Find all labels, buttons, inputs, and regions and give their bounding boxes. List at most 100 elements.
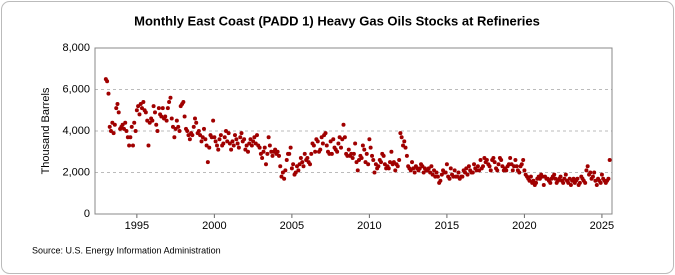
data-point — [260, 155, 265, 160]
data-point — [182, 114, 187, 119]
data-point — [495, 168, 500, 173]
data-point — [346, 147, 351, 152]
data-point — [160, 106, 165, 111]
data-point — [127, 143, 132, 148]
data-point — [366, 162, 371, 167]
data-point — [211, 118, 216, 123]
data-point — [324, 143, 329, 148]
data-point — [305, 155, 310, 160]
data-point — [296, 168, 301, 173]
data-point — [592, 170, 597, 175]
data-point — [231, 143, 236, 148]
data-point — [154, 122, 159, 127]
data-point — [270, 153, 275, 158]
data-point — [389, 149, 394, 154]
data-point — [115, 102, 120, 107]
data-point — [262, 145, 267, 150]
data-point — [123, 120, 128, 125]
data-point — [130, 143, 135, 148]
data-point — [443, 170, 448, 175]
data-point — [172, 135, 177, 140]
data-point — [263, 162, 268, 167]
data-point — [478, 158, 483, 163]
x-tick-label: 2025 — [590, 220, 614, 232]
data-point — [151, 104, 156, 109]
data-point — [222, 135, 227, 140]
data-point — [552, 172, 557, 177]
data-point — [287, 151, 292, 156]
data-point — [341, 122, 346, 127]
data-point — [429, 164, 434, 169]
data-point — [124, 129, 129, 133]
data-point — [112, 122, 117, 127]
data-point — [221, 141, 226, 146]
data-point — [318, 147, 323, 152]
data-point — [111, 131, 116, 136]
data-point — [598, 180, 603, 185]
data-point — [466, 164, 471, 169]
data-point — [583, 180, 588, 185]
data-point — [254, 133, 259, 138]
data-point — [187, 137, 192, 142]
data-point — [339, 145, 344, 150]
data-point — [238, 135, 243, 140]
data-point — [484, 158, 489, 163]
data-point — [232, 133, 237, 138]
data-point — [196, 129, 201, 133]
chart-title: Monthly East Coast (PADD 1) Heavy Gas Oi… — [134, 13, 540, 28]
data-point — [331, 137, 336, 142]
data-point — [368, 145, 373, 150]
data-point — [235, 141, 240, 146]
data-point — [594, 182, 599, 187]
data-point — [403, 145, 408, 150]
data-point — [481, 164, 486, 169]
x-tick-label: 2005 — [280, 220, 304, 232]
data-point — [167, 99, 172, 104]
y-tick-label: 2,000 — [62, 166, 90, 178]
data-point — [313, 149, 318, 154]
data-point — [329, 151, 334, 156]
data-point — [360, 143, 365, 148]
x-tick-label: 2010 — [357, 220, 381, 232]
data-point — [229, 147, 234, 152]
data-point — [105, 79, 110, 84]
data-point — [410, 160, 415, 165]
data-point — [165, 106, 170, 111]
data-point — [177, 129, 182, 133]
data-point — [521, 158, 526, 163]
data-point — [522, 168, 527, 173]
data-point — [492, 160, 497, 165]
data-point — [585, 164, 590, 169]
data-point — [282, 176, 287, 181]
data-point — [395, 164, 400, 169]
data-point — [487, 164, 492, 169]
data-point — [568, 182, 573, 187]
data-point — [230, 139, 235, 144]
data-point — [435, 174, 440, 179]
data-point — [309, 151, 314, 156]
x-tick-label: 2020 — [512, 220, 536, 232]
data-point — [129, 124, 134, 129]
data-point — [300, 160, 305, 165]
data-point — [234, 137, 239, 142]
y-tick-label: 4,000 — [62, 125, 90, 137]
data-point — [283, 168, 288, 173]
data-point — [311, 143, 316, 148]
data-point — [277, 153, 282, 158]
data-point — [599, 172, 604, 177]
data-point — [528, 174, 533, 179]
data-point — [190, 133, 195, 138]
data-point — [350, 155, 355, 160]
data-point — [320, 141, 325, 146]
data-point — [291, 162, 296, 167]
data-point — [335, 149, 340, 154]
data-point — [434, 170, 439, 175]
data-point — [379, 160, 384, 165]
data-point — [376, 164, 381, 169]
data-point — [438, 178, 443, 183]
data-point — [563, 172, 568, 177]
data-point — [491, 155, 496, 160]
data-point — [236, 145, 241, 150]
data-point — [607, 158, 612, 163]
